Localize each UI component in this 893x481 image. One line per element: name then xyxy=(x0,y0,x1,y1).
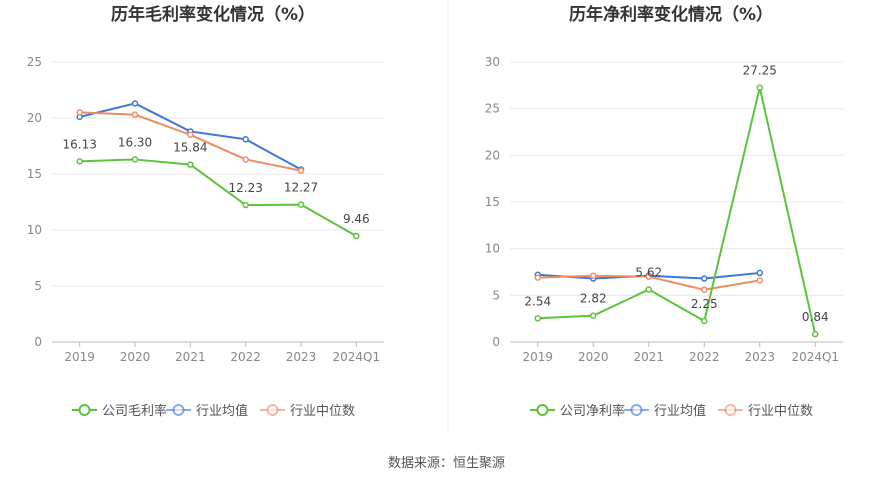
data-point-industry_median xyxy=(534,274,541,281)
legend-item-company: 公司净利率 xyxy=(530,403,625,419)
y-tick-label: 5 xyxy=(34,279,42,293)
x-tick-label: 2021 xyxy=(633,350,664,364)
data-label: 2.25 xyxy=(691,297,718,311)
legend-marker-icon xyxy=(266,404,279,416)
y-tick-label: 0 xyxy=(34,335,42,349)
x-tick-label: 2019 xyxy=(64,350,95,364)
legend-marker-icon xyxy=(630,404,643,416)
legend-item-company: 公司毛利率 xyxy=(72,403,167,419)
x-tick-label: 2021 xyxy=(175,350,206,364)
series-line-company xyxy=(537,86,817,335)
x-tick-label: 2023 xyxy=(744,350,775,364)
legend-label: 行业均值 xyxy=(654,403,706,419)
legend-marker-icon xyxy=(724,404,737,416)
data-label: 27.25 xyxy=(743,64,777,78)
x-tick-label: 2024Q1 xyxy=(333,350,381,364)
y-tick-label: 5 xyxy=(492,288,500,302)
data-source-label: 数据来源：恒生聚源 xyxy=(387,456,505,471)
data-label: 15.84 xyxy=(173,141,207,155)
legend-label: 公司净利率 xyxy=(560,403,625,419)
chart-title: 历年净利率变化情况（%） xyxy=(569,4,773,25)
legend-label: 行业中位数 xyxy=(748,404,813,419)
x-tick-label: 2020 xyxy=(578,350,609,364)
data-point-company xyxy=(297,201,305,208)
legend-item-industry_avg: 行业均值 xyxy=(624,403,706,419)
data-point-industry_median xyxy=(187,131,194,139)
y-tick-label: 0 xyxy=(492,335,500,349)
data-point-industry_median xyxy=(131,111,139,118)
data-label: 12.27 xyxy=(284,181,318,195)
legend-label: 行业中位数 xyxy=(290,404,355,419)
data-label: 5.62 xyxy=(635,266,662,280)
data-point-industry_median xyxy=(590,272,597,279)
chart-2: 历年净利率变化情况（%） 0 5 10 15 20 25 30 2019 2020 2021 2022… xyxy=(485,4,843,419)
y-tick-label: 30 xyxy=(485,55,500,69)
chart-1: 历年毛利率变化情况（%） 0 5 10 15 20 25 2019 2020 2021 2022 20… xyxy=(27,4,384,419)
data-label: 9.46 xyxy=(343,212,370,226)
data-point-industry_avg xyxy=(242,136,249,143)
legend-item-industry_avg: 行业均值 xyxy=(166,403,248,419)
data-point-industry_median xyxy=(645,273,652,280)
y-tick-label: 15 xyxy=(27,167,42,181)
y-tick-label: 25 xyxy=(485,102,500,116)
data-point-industry_median xyxy=(242,156,249,163)
data-label: 2.54 xyxy=(524,294,551,308)
data-point-company xyxy=(645,286,652,293)
data-point-industry_avg xyxy=(756,269,763,277)
y-tick-label: 25 xyxy=(27,55,42,69)
data-point-company xyxy=(590,312,597,319)
legend-item-industry_median: 行业中位数 xyxy=(260,404,355,419)
chart-title: 历年毛利率变化情况（%） xyxy=(111,4,315,25)
y-tick-label: 10 xyxy=(485,242,500,256)
legend-label: 公司毛利率 xyxy=(102,403,167,419)
data-point-company xyxy=(812,330,819,338)
data-point-company xyxy=(76,158,83,165)
data-label: 16.30 xyxy=(118,135,152,149)
y-tick-label: 15 xyxy=(485,195,500,209)
data-point-industry_avg xyxy=(131,100,139,107)
data-point-company xyxy=(701,317,708,325)
data-point-industry_avg xyxy=(701,275,708,282)
x-tick-label: 2022 xyxy=(689,350,720,364)
data-point-company xyxy=(353,232,360,240)
x-tick-label: 2023 xyxy=(286,350,317,364)
legend-item-industry_median: 行业中位数 xyxy=(718,404,813,419)
x-tick-label: 2022 xyxy=(230,350,261,364)
legend-marker-icon xyxy=(172,404,185,416)
x-tick-label: 2019 xyxy=(522,350,553,364)
data-point-company xyxy=(534,315,541,322)
y-tick-label: 10 xyxy=(27,223,42,237)
data-point-company xyxy=(242,201,249,209)
data-point-industry_median xyxy=(756,277,763,284)
data-point-industry_median xyxy=(76,109,83,116)
x-tick-label: 2020 xyxy=(120,350,151,364)
series-line-company xyxy=(79,158,357,237)
data-point-industry_median xyxy=(701,286,708,293)
legend-marker-icon xyxy=(78,404,91,416)
y-tick-label: 20 xyxy=(485,148,500,162)
data-point-company xyxy=(131,156,139,163)
data-point-company xyxy=(756,84,763,91)
data-label: 12.23 xyxy=(228,181,262,195)
legend-label: 行业均值 xyxy=(196,403,248,419)
data-label: 2.82 xyxy=(580,292,607,306)
y-tick-label: 20 xyxy=(27,111,42,125)
data-label: 16.13 xyxy=(62,137,96,151)
data-point-company xyxy=(187,161,194,168)
x-tick-label: 2024Q1 xyxy=(791,350,839,364)
data-point-industry_median xyxy=(297,167,305,174)
data-label: 0.84 xyxy=(802,310,829,324)
legend-marker-icon xyxy=(536,404,549,416)
